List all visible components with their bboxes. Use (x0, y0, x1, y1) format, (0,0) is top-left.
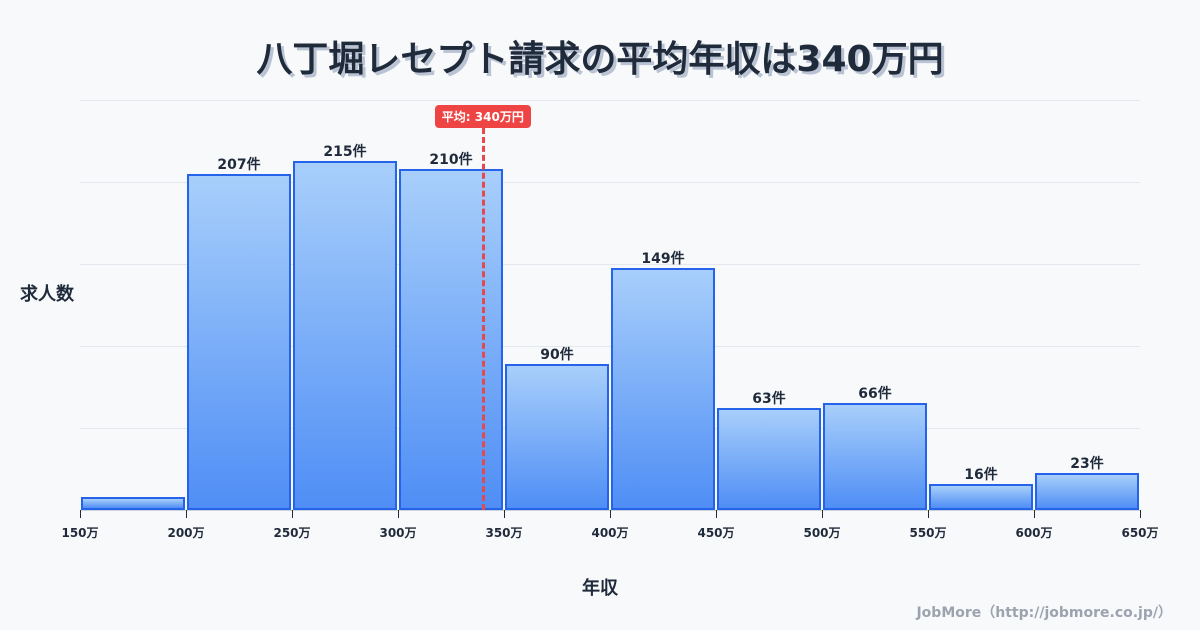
x-tick-label: 200万 (167, 526, 205, 540)
x-tick-label: 300万 (379, 526, 417, 540)
bar-value-label: 215件 (323, 143, 367, 160)
source-credit: JobMore（http://jobmore.co.jp/） (916, 605, 1172, 621)
bar-value-label: 90件 (540, 346, 574, 363)
histogram-bar (187, 173, 291, 510)
x-axis-label: 年収 (582, 578, 618, 599)
x-tick (186, 510, 187, 518)
gridline (80, 264, 1140, 265)
x-tick-label: 450万 (697, 526, 735, 540)
bar-value-label: 210件 (429, 152, 473, 168)
histogram-bar (717, 407, 821, 510)
histogram-bar (611, 268, 715, 510)
average-line (481, 128, 485, 510)
bar-value-label: 66件 (858, 385, 892, 402)
bar-value-label: 23件 (1070, 455, 1104, 472)
chart-title: 八丁堀レセプト請求の平均年収は340万円 (256, 39, 944, 80)
x-tick-label: 600万 (1015, 526, 1053, 540)
x-tick (928, 510, 929, 518)
x-tick (610, 510, 611, 518)
histogram-bar (399, 169, 503, 510)
x-tick-label: 550万 (909, 526, 947, 540)
x-tick (398, 510, 399, 518)
histogram-bar (823, 402, 927, 510)
x-tick (504, 510, 505, 518)
histogram-bar (81, 497, 185, 510)
histogram-bar (505, 363, 609, 510)
x-tick (822, 510, 823, 518)
gridline (80, 100, 1140, 101)
x-tick (1034, 510, 1035, 518)
histogram-bar (1035, 472, 1139, 510)
x-tick (716, 510, 717, 518)
histogram-plot: 207件 215件 210件 90件 149件 63件 66件 16件 23件 平均: 340万円 (80, 100, 1141, 518)
x-tick-label: 650万 (1121, 526, 1159, 540)
gridline (80, 182, 1140, 183)
x-tick-label: 500万 (803, 526, 841, 540)
histogram-bar (293, 160, 397, 510)
gridline (80, 428, 1140, 429)
bar-value-label: 16件 (964, 467, 998, 484)
bar-value-label: 149件 (641, 251, 685, 268)
x-tick-label: 250万 (273, 526, 311, 540)
x-tick (292, 510, 293, 518)
histogram-bar (929, 484, 1033, 510)
bar-value-label: 207件 (217, 156, 261, 173)
y-axis-label: 求人数 (20, 284, 74, 305)
x-tick (80, 510, 81, 518)
average-badge: 平均: 340万円 (434, 105, 531, 128)
x-tick-label: 400万 (591, 526, 629, 540)
bar-value-label: 63件 (752, 390, 786, 407)
x-tick-label: 350万 (485, 526, 523, 540)
gridline (80, 346, 1140, 347)
x-tick-label: 150万 (61, 526, 99, 540)
x-tick (1140, 510, 1141, 518)
